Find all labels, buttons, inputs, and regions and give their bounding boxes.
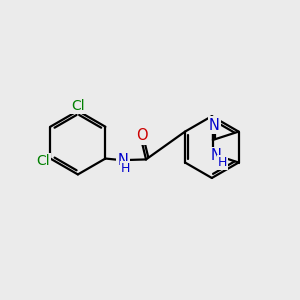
Text: H: H bbox=[218, 156, 227, 169]
Text: N: N bbox=[118, 152, 128, 167]
Text: N: N bbox=[209, 118, 220, 133]
Text: O: O bbox=[136, 128, 147, 143]
Text: H: H bbox=[121, 162, 130, 175]
Text: Cl: Cl bbox=[71, 98, 85, 112]
Text: N: N bbox=[211, 148, 222, 163]
Text: Cl: Cl bbox=[36, 154, 50, 169]
